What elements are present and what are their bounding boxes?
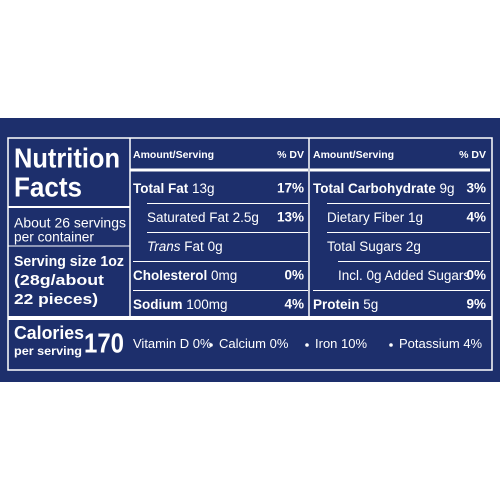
vitamin-name: Calcium: [219, 336, 266, 351]
column-header: Amount/Serving: [133, 149, 214, 161]
vitamin-dv: 4%: [463, 336, 482, 351]
nutrient-amount: 0g: [208, 239, 223, 254]
nutrient-name: Fat: [184, 239, 204, 254]
column-header: % DV: [277, 149, 304, 161]
nutrient-amount: 13g: [192, 181, 215, 196]
nutrient-name: Cholesterol: [133, 268, 207, 283]
nutrient-name: Protein: [313, 297, 360, 312]
calories-sublabel: per serving: [14, 344, 82, 358]
nutrient-name: Incl. 0g Added Sugars: [338, 268, 470, 283]
serving-size: 22 pieces): [14, 291, 98, 308]
vitamin-name: Vitamin D: [133, 336, 189, 351]
daily-value: 0%: [284, 268, 304, 283]
vitamin: Calcium 0%: [219, 336, 289, 351]
calories-label: Calories: [14, 323, 84, 343]
nutrient-amount: 2.5g: [233, 210, 259, 225]
nutrient-amount: 5g: [363, 297, 378, 312]
nutrient: Incl. 0g Added Sugars: [338, 268, 470, 283]
vitamin: Iron 10%: [315, 336, 367, 351]
nutrient-name: Total Sugars: [327, 239, 402, 254]
separator: [209, 343, 213, 347]
nutrient: Saturated Fat 2.5g: [147, 210, 259, 225]
separator: [389, 343, 393, 347]
label-panel: [0, 118, 500, 382]
vitamin-name: Iron: [315, 336, 337, 351]
nutrient-name: Dietary Fiber: [327, 210, 405, 225]
nutrient-amount: 0mg: [211, 268, 237, 283]
vitamin-dv: 0%: [270, 336, 289, 351]
serving-size: (28g/about: [14, 272, 104, 289]
daily-value: 4%: [284, 297, 304, 312]
vitamin-dv: 0%: [193, 336, 212, 351]
nutrient: Trans Fat 0g: [147, 239, 223, 254]
vitamin: Vitamin D 0%: [133, 336, 212, 351]
nutrient-name: Saturated Fat: [147, 210, 229, 225]
title: Nutrition: [14, 142, 120, 173]
nutrient: Total Sugars 2g: [327, 239, 421, 254]
nutrient-amount: 9g: [440, 181, 455, 196]
nutrient: Total Fat 13g: [133, 181, 215, 196]
separator: [305, 343, 309, 347]
column-header: % DV: [459, 149, 486, 161]
servings: About 26 servings: [14, 215, 126, 231]
vitamin-dv: 10%: [341, 336, 367, 351]
nutrient-amount: 2g: [406, 239, 421, 254]
nutrient: Total Carbohydrate 9g: [313, 181, 455, 196]
daily-value: 9%: [466, 297, 486, 312]
column-header: Amount/Serving: [313, 149, 394, 161]
daily-value: 17%: [277, 181, 304, 196]
nutrient: Dietary Fiber 1g: [327, 210, 423, 225]
nutrient: Protein 5g: [313, 297, 378, 312]
nutrient-amount: 1g: [408, 210, 423, 225]
nutrient-name: Total Carbohydrate: [313, 181, 436, 196]
nutrient-amount: 100mg: [186, 297, 227, 312]
daily-value: 4%: [466, 210, 486, 225]
servings: per container: [14, 229, 94, 245]
daily-value: 3%: [466, 181, 486, 196]
nutrient: Cholesterol 0mg: [133, 268, 237, 283]
daily-value: 0%: [466, 268, 486, 283]
vitamin-name: Potassium: [399, 336, 460, 351]
title: Facts: [14, 171, 82, 202]
calories-value: 170: [84, 327, 124, 358]
nutrient-prefix: Trans: [147, 239, 181, 254]
nutrient-name: Total Fat: [133, 181, 189, 196]
daily-value: 13%: [277, 210, 304, 225]
serving-size: Serving size 1oz: [14, 253, 124, 270]
vitamin: Potassium 4%: [399, 336, 483, 351]
label-border: [7, 137, 493, 371]
nutrient-name: Sodium: [133, 297, 183, 312]
nutrient: Sodium 100mg: [133, 297, 228, 312]
